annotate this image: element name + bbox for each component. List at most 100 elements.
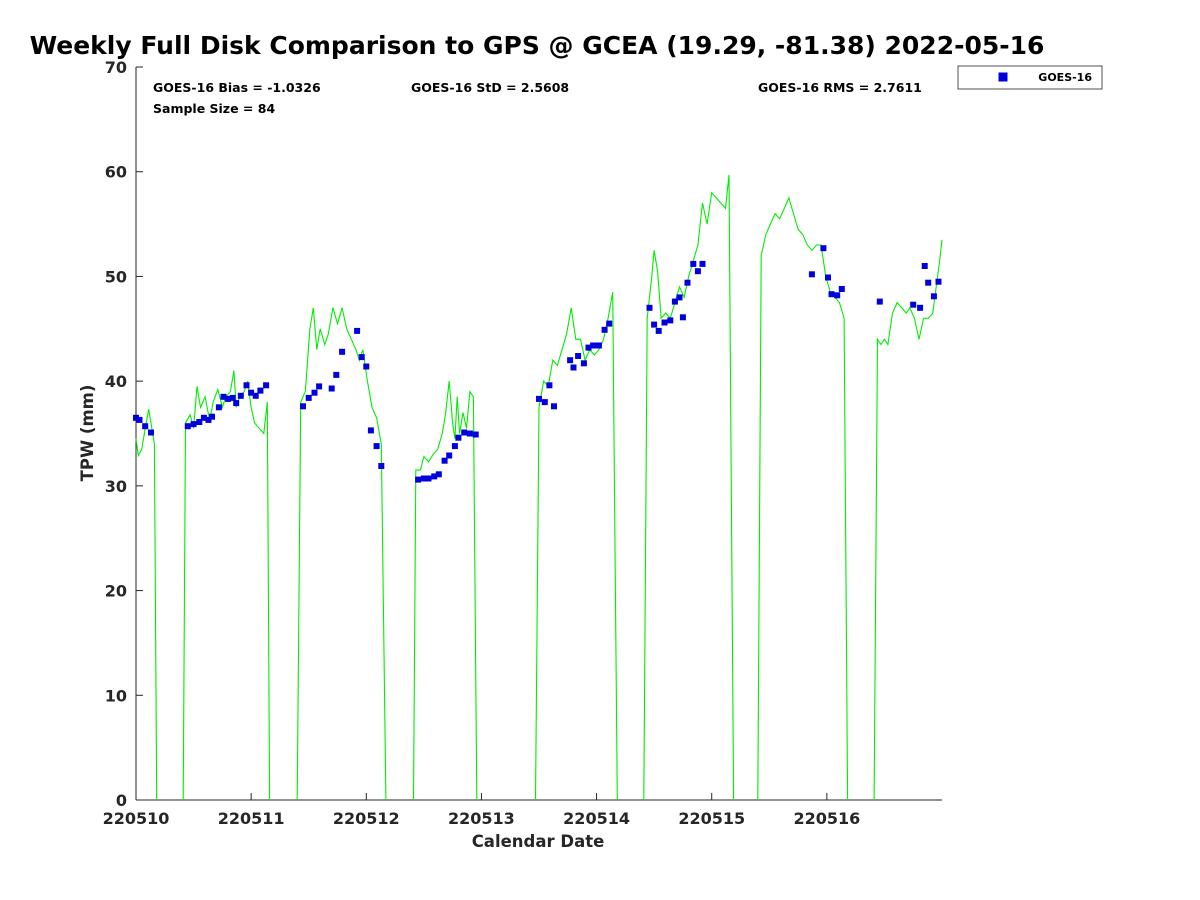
gps-line-segment [873, 239, 943, 801]
goes-point [580, 360, 587, 367]
gps-line-segment [182, 370, 271, 801]
goes-point [148, 429, 154, 436]
goes-point [263, 382, 270, 389]
goes-point [595, 342, 602, 349]
axis-ticks: 0 10 20 30 40 50 60 70 220510 220511 220512 220513 2… [103, 58, 861, 828]
goes-point [935, 278, 942, 285]
goes-point [205, 416, 212, 423]
goes-point [311, 389, 318, 396]
goes-point [828, 291, 835, 298]
goes-point [237, 392, 244, 399]
goes-point [200, 414, 207, 421]
goes-point [441, 457, 448, 464]
goes-point [671, 298, 678, 305]
goes-point [209, 413, 215, 420]
legend-label: GOES-16 [1038, 71, 1092, 84]
x-tick-label: 220511 [218, 809, 285, 828]
goes-point [184, 423, 191, 430]
chart-title: Weekly Full Disk Comparison to GPS @ GCE… [30, 31, 1045, 60]
goes-point [590, 342, 597, 349]
legend-box [957, 65, 1103, 90]
goes-point [215, 404, 222, 411]
goes-point [451, 443, 458, 450]
y-tick-label: 70 [105, 58, 127, 77]
goes-point [825, 274, 831, 281]
x-tick-label: 220514 [563, 809, 630, 828]
x-axis-label: Calendar Date [472, 832, 605, 851]
goes-point [606, 320, 613, 327]
goes-point [378, 463, 385, 469]
goes-point [834, 292, 841, 299]
goes-point [461, 429, 468, 436]
gps-line-segment [135, 409, 158, 801]
goes-point [415, 476, 422, 483]
goes-point [567, 357, 574, 364]
rms-stat: GOES-16 RMS = 2.7611 [758, 80, 922, 95]
gps-line-segment [643, 174, 735, 801]
goes-point [190, 421, 197, 428]
goes-point [661, 319, 668, 326]
goes-point [420, 475, 427, 482]
goes-point [225, 395, 232, 402]
goes-point [925, 279, 932, 286]
goes-point [229, 394, 236, 401]
goes-point [536, 395, 542, 402]
goes-point [425, 475, 432, 482]
goes-point [233, 400, 240, 407]
goes-point [921, 263, 928, 269]
goes-point [472, 431, 479, 438]
x-tick-label: 220513 [448, 809, 515, 828]
goes-point [248, 389, 255, 396]
goes-point [651, 321, 658, 328]
goes-point [910, 301, 917, 308]
goes-point [646, 304, 653, 311]
gps-line-segment [296, 307, 387, 801]
goes-point [690, 260, 697, 267]
goes-point [446, 452, 453, 459]
goes-point [570, 364, 577, 371]
goes-point [585, 344, 592, 351]
legend: GOES-16 [957, 65, 1103, 90]
x-tick-label: 220512 [333, 809, 400, 828]
goes-marker-series [133, 245, 942, 483]
goes-point [373, 443, 380, 450]
y-tick-label: 20 [105, 582, 127, 601]
goes-point [339, 348, 346, 355]
goes-point [667, 317, 674, 324]
std-stat: GOES-16 StD = 2.5608 [411, 80, 569, 95]
goes-point [699, 260, 706, 267]
goes-point [431, 473, 438, 480]
y-tick-label: 0 [116, 791, 127, 810]
goes-point [466, 430, 473, 437]
goes-point [541, 399, 548, 406]
goes-point [694, 268, 701, 275]
goes-point [300, 403, 306, 410]
goes-point [575, 353, 582, 359]
goes-point [551, 403, 557, 410]
y-tick-label: 10 [105, 686, 127, 705]
goes-point [684, 279, 691, 286]
goes-point [876, 298, 883, 305]
x-tick-label: 220516 [793, 809, 860, 828]
gps-line-segment [412, 381, 478, 801]
goes-point [257, 387, 264, 394]
goes-point [820, 245, 827, 252]
y-tick-label: 40 [105, 372, 127, 391]
goes-point [136, 416, 143, 423]
goes-point [354, 327, 361, 334]
y-axis-label: TPW (mm) [78, 385, 97, 482]
goes-point [546, 382, 553, 389]
goes-point [655, 327, 662, 334]
goes-point [220, 393, 227, 400]
goes-point [363, 363, 370, 370]
goes-point [333, 371, 340, 378]
goes-point [601, 326, 608, 333]
goes-point [838, 286, 845, 292]
goes-point [676, 294, 683, 301]
goes-point [196, 419, 203, 425]
bias-stat: GOES-16 Bias = -1.0326 [153, 80, 321, 95]
y-tick-label: 60 [105, 163, 127, 182]
goes-point [142, 423, 149, 430]
x-tick-label: 220510 [103, 809, 170, 828]
